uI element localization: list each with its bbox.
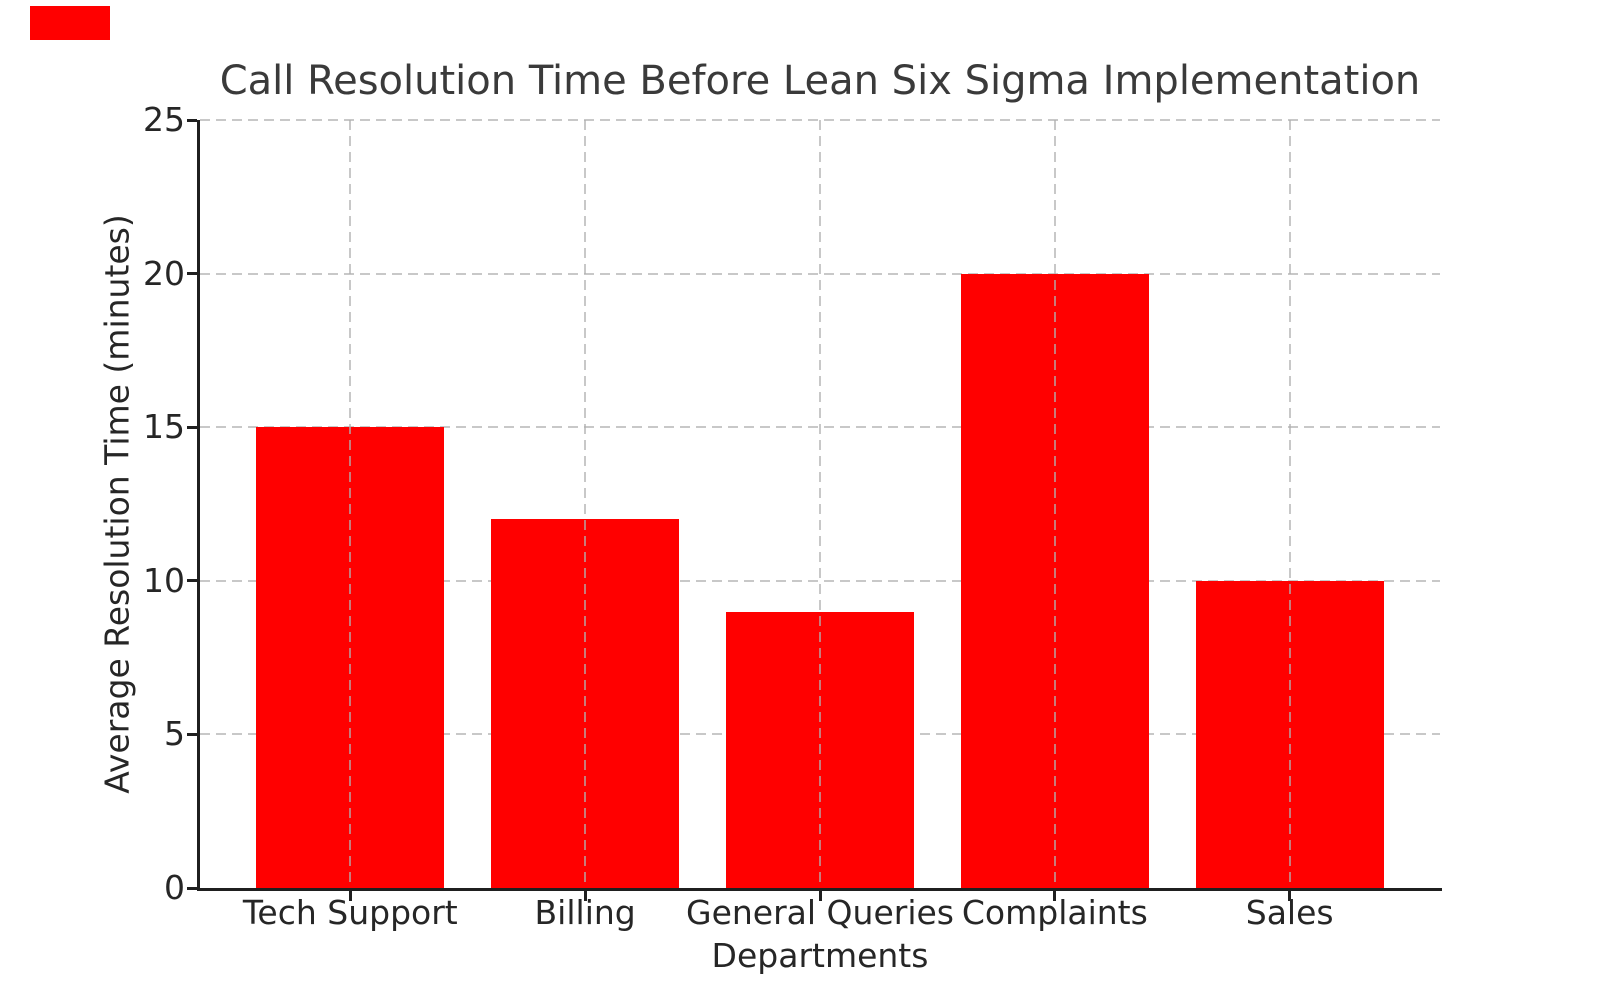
v-gridline (1053, 120, 1056, 888)
y-tick-mark (187, 272, 197, 276)
v-gridline (584, 120, 587, 888)
x-tick-label: General Queries (686, 893, 954, 932)
x-tick-mark (348, 891, 352, 901)
x-tick-mark (818, 891, 822, 901)
y-tick-label: 25 (143, 100, 185, 139)
v-gridline (1288, 120, 1291, 888)
plot-area (200, 119, 1440, 888)
y-tick-label: 10 (143, 560, 185, 600)
y-tick-label: 15 (143, 407, 185, 447)
x-tick-label: Complaints (961, 893, 1148, 932)
y-tick-label: 0 (164, 868, 185, 907)
x-tick-label: Tech Support (242, 893, 458, 932)
x-tick-label: Sales (1245, 893, 1334, 932)
y-tick-mark (187, 118, 197, 122)
chart-title: Call Resolution Time Before Lean Six Sig… (219, 58, 1421, 104)
v-gridline (819, 120, 821, 888)
corner-red-marker (30, 6, 110, 40)
y-axis-label: Average Resolution Time (minutes) (97, 214, 137, 794)
x-tick-label: Billing (534, 893, 636, 932)
x-axis-label: Departments (711, 936, 929, 975)
y-tick-mark (187, 579, 197, 583)
v-gridline (349, 120, 352, 888)
x-tick-mark (1053, 891, 1057, 901)
x-tick-mark (583, 891, 587, 901)
y-tick-label: 5 (164, 714, 185, 754)
y-tick-label: 20 (143, 253, 185, 293)
y-tick-mark (187, 425, 197, 429)
x-tick-mark (1288, 891, 1292, 901)
y-tick-mark (187, 886, 197, 890)
x-axis-spine (197, 888, 1442, 891)
y-tick-mark (187, 732, 197, 736)
y-axis-spine (197, 120, 200, 891)
